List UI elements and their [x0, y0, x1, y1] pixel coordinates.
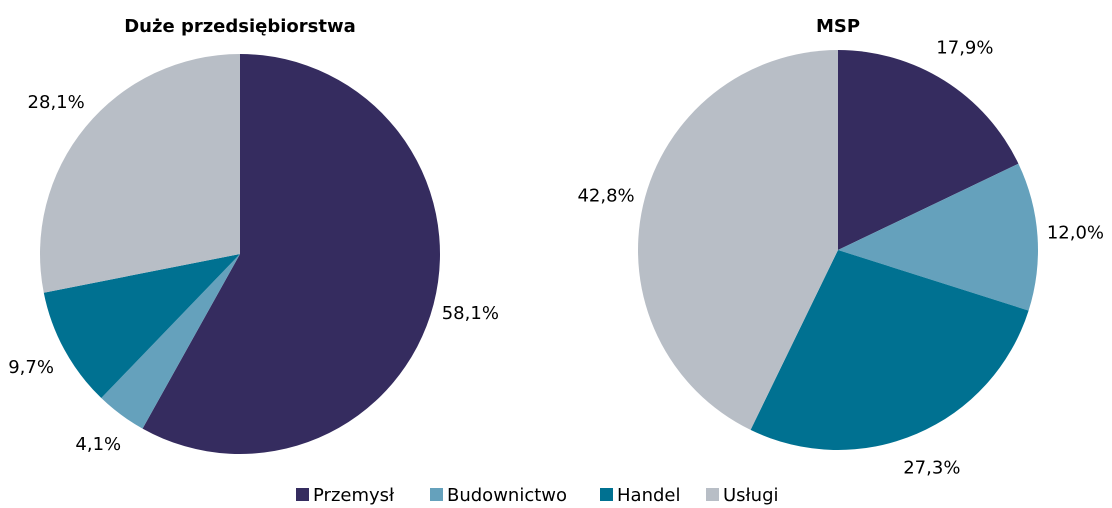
pie-slice [101, 254, 240, 429]
data-label: 17,9% [936, 38, 993, 59]
data-label: 12,0% [1047, 223, 1104, 244]
data-label: 4,1% [75, 434, 121, 455]
legend-label: Usługi [723, 485, 779, 506]
pie-slice [638, 50, 838, 430]
chart-title: Duże przedsiębiorstwa [124, 16, 356, 37]
legend-label: Przemysł [313, 485, 395, 506]
pie-slice [838, 50, 1019, 250]
legend-label: Handel [617, 485, 680, 506]
pie-slice [750, 250, 1029, 450]
legend-swatch [706, 488, 719, 501]
data-label: 9,7% [8, 357, 54, 378]
data-label: 27,3% [903, 458, 960, 479]
legend-swatch [430, 488, 443, 501]
pie-slice [838, 163, 1038, 311]
pie-slice [39, 54, 240, 293]
data-label: 42,8% [577, 186, 634, 207]
legend-swatch [296, 488, 309, 501]
chart-title: MSP [816, 16, 860, 37]
data-label: 58,1% [442, 303, 499, 324]
legend-swatch [600, 488, 613, 501]
pie-slice [142, 54, 440, 454]
pie-slice [43, 254, 241, 399]
legend-label: Budownictwo [447, 485, 567, 506]
data-label: 28,1% [28, 92, 85, 113]
